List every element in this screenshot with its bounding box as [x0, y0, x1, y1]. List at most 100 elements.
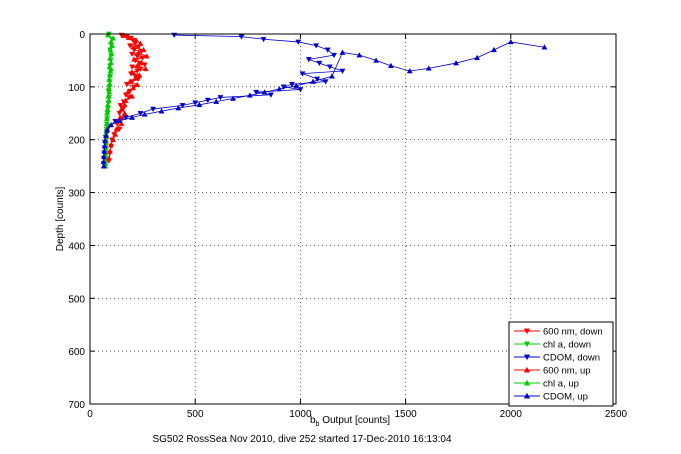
data-point [213, 98, 220, 104]
x-tick-label: 1500 [394, 409, 417, 420]
data-point [112, 118, 119, 125]
data-point [129, 114, 136, 120]
y-tick-label: 700 [68, 400, 85, 411]
data-point [238, 34, 245, 40]
data-point [179, 103, 186, 109]
legend-marker [523, 366, 531, 373]
data-point [142, 65, 149, 72]
axes: 0 500 1000 1500 2000 2500 0 100 200 300 400 500 600 7… [68, 30, 627, 420]
data-point [541, 44, 548, 50]
data-point [121, 101, 128, 108]
data-point [310, 78, 316, 84]
series-line [103, 41, 545, 167]
data-point [406, 67, 413, 74]
data-point [131, 56, 138, 62]
data-point [103, 115, 110, 121]
legend-marker [523, 341, 531, 348]
x-axis-label-rest: Output [counts] [319, 415, 390, 426]
legend-marker [523, 328, 531, 335]
data-point [387, 62, 394, 68]
data-point [129, 64, 136, 70]
legend-entry-3: 600 nm, up [514, 366, 591, 377]
data-point [356, 52, 363, 58]
x-tick-label: 2500 [605, 409, 628, 420]
legend-entry-0: 600 nm, down [514, 327, 603, 338]
data-point [104, 32, 111, 38]
x-tick-label: 500 [187, 409, 204, 420]
data-point [101, 148, 108, 154]
y-tick-label: 100 [68, 83, 85, 94]
legend-label: 600 nm, up [543, 366, 591, 377]
data-point [293, 82, 300, 89]
data-point [130, 84, 137, 91]
legend-label: 600 nm, down [543, 327, 603, 338]
data-point [260, 37, 267, 43]
data-point [127, 43, 133, 49]
data-point [109, 42, 116, 48]
series-5 [100, 38, 548, 169]
data-point [331, 52, 338, 59]
y-axis-label: Depth [counts] [55, 187, 66, 252]
data-point [107, 46, 114, 53]
data-point [103, 132, 109, 138]
data-point [339, 49, 346, 55]
data-point [491, 46, 497, 53]
data-point [137, 111, 144, 117]
data-point [373, 57, 380, 63]
data-point [100, 153, 107, 159]
x-tick-label: 0 [87, 409, 93, 420]
data-point [217, 95, 224, 101]
data-point [313, 43, 320, 49]
data-point [150, 106, 157, 113]
data-point [108, 59, 114, 65]
data-point [107, 72, 113, 78]
data-point [129, 69, 136, 75]
data-point [108, 121, 114, 128]
data-point [316, 60, 323, 67]
figure-caption: SG502 RossSea Nov 2010, dive 252 started… [152, 434, 452, 445]
legend: 600 nm, down chl a, down CDOM, down 600 nm,… [508, 321, 614, 407]
data-point [314, 76, 321, 82]
data-point [120, 32, 127, 38]
data-point [129, 93, 136, 99]
data-point [101, 143, 108, 149]
data-point [127, 78, 133, 84]
data-point [322, 79, 329, 85]
x-axis-label-subscript: b [316, 421, 320, 428]
x-tick-label: 1000 [289, 409, 312, 420]
data-point [268, 92, 274, 98]
data-point [113, 126, 120, 132]
series-4 [102, 32, 117, 169]
legend-entry-1: chl a, down [514, 340, 591, 351]
data-point [140, 46, 147, 53]
data-point [143, 53, 150, 59]
y-tick-label: 600 [68, 347, 85, 358]
data-point [106, 89, 113, 95]
data-point [108, 51, 115, 57]
data-point [106, 63, 113, 70]
data-point [110, 136, 117, 142]
y-tick-label: 400 [68, 241, 85, 252]
data-point [133, 37, 140, 43]
data-point [106, 80, 113, 86]
data-point [104, 110, 110, 116]
data-point [175, 104, 182, 111]
data-point [135, 50, 142, 56]
data-point [107, 148, 113, 154]
y-tick-label: 500 [68, 294, 85, 305]
data-point [112, 131, 119, 137]
x-axis-label: bb Output [counts] [310, 415, 390, 428]
data-point [329, 73, 335, 79]
data-point [289, 81, 295, 88]
data-point [276, 85, 283, 92]
legend-marker [523, 392, 531, 399]
data-point [507, 38, 514, 45]
legend-label: CDOM, up [543, 392, 588, 403]
legend-marker [523, 354, 531, 361]
series-3 [105, 32, 150, 161]
data-point [110, 35, 117, 41]
data-point [103, 120, 110, 127]
data-point [105, 84, 112, 91]
data-point [108, 38, 114, 45]
data-point [339, 68, 346, 75]
